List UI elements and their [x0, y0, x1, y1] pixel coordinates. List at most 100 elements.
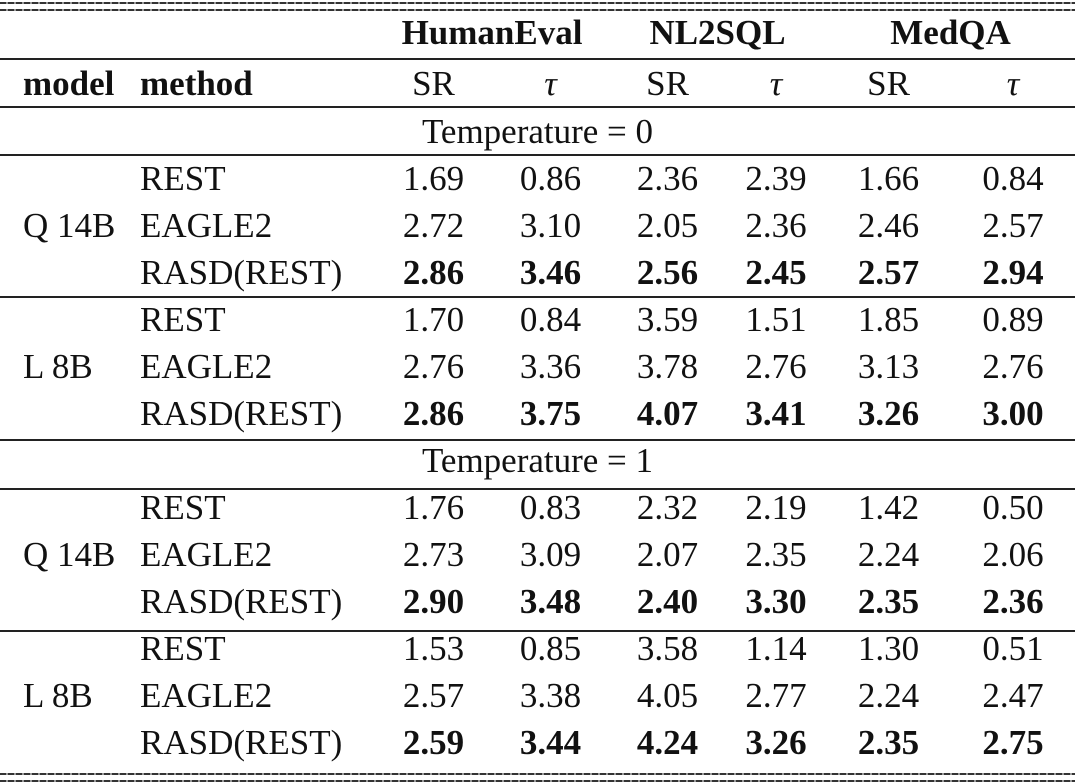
- cell-value: 2.72: [402, 206, 465, 245]
- group-rule-t0: [0, 296, 1075, 298]
- cell-value-best: 4.24: [636, 723, 699, 762]
- cell-value: 2.06: [982, 535, 1044, 574]
- model-name: L 8B: [23, 347, 93, 386]
- cell-value-best: 2.94: [982, 253, 1044, 292]
- results-table: HumanEval NL2SQL MedQA model method SR τ…: [0, 0, 1075, 766]
- cell-value-best: 3.30: [745, 582, 807, 621]
- dataset-header-nl2sql: NL2SQL: [649, 13, 786, 52]
- cell-value: 2.57: [982, 206, 1044, 245]
- cell-value-best: 2.40: [636, 582, 699, 621]
- cell-value: 1.53: [402, 629, 465, 668]
- method-column-header: method: [140, 64, 253, 103]
- cell-value: 1.66: [857, 159, 920, 198]
- method-name: EAGLE2: [140, 535, 273, 574]
- cell-value-best: 2.57: [857, 253, 920, 292]
- model-name: L 8B: [23, 676, 93, 715]
- dataset-header-medqa: MedQA: [890, 13, 1011, 52]
- cell-value: 0.50: [982, 488, 1044, 527]
- method-name: RASD(REST): [140, 723, 343, 762]
- cell-value-best: 3.00: [982, 394, 1044, 433]
- cell-value-best: 3.44: [519, 723, 582, 762]
- cell-value-best: 2.35: [857, 723, 920, 762]
- cell-value-best: 2.56: [636, 253, 699, 292]
- dataset-header-row: HumanEval NL2SQL MedQA: [0, 0, 1075, 60]
- table-row-best: RASD(REST) 2.59 3.44 4.24 3.26 2.35 2.75: [0, 719, 1075, 766]
- bottom-rule-2: [0, 780, 1075, 782]
- method-name: REST: [140, 488, 226, 527]
- method-name: REST: [140, 629, 226, 668]
- cell-value: 2.73: [402, 535, 465, 574]
- cell-value: 2.47: [982, 676, 1044, 715]
- method-name: RASD(REST): [140, 582, 343, 621]
- cell-value: 1.51: [745, 300, 807, 339]
- cell-value-best: 2.45: [745, 253, 807, 292]
- cell-value: 2.76: [982, 347, 1044, 386]
- cell-value: 1.85: [857, 300, 920, 339]
- table-row-best: RASD(REST) 2.86 3.46 2.56 2.45 2.57 2.94: [0, 249, 1075, 296]
- cell-value: 2.36: [636, 159, 699, 198]
- cell-value: 2.57: [402, 676, 465, 715]
- cell-value: 1.70: [402, 300, 465, 339]
- cell-value: 1.30: [857, 629, 920, 668]
- cell-value-best: 2.75: [982, 723, 1044, 762]
- cell-value: 2.76: [402, 347, 465, 386]
- table-row: L 8B REST 1.70 0.84 3.59 1.51 1.85 0.89: [0, 296, 1075, 386]
- cell-value: 2.35: [745, 535, 807, 574]
- cell-value: 3.58: [636, 629, 699, 668]
- metric-header-tau: τ: [544, 64, 557, 103]
- cell-value: 2.19: [745, 488, 807, 527]
- cell-value-best: 4.07: [636, 394, 699, 433]
- header-rule: [0, 58, 1075, 60]
- cell-value: 2.24: [857, 535, 920, 574]
- cell-value: 0.89: [982, 300, 1044, 339]
- table-row: EAGLE2 2.73 3.09 2.07 2.35 2.24 2.06: [0, 531, 1075, 578]
- table-row: EAGLE2 2.57 3.38 4.05 2.77 2.24 2.47: [0, 672, 1075, 719]
- cell-value: 2.77: [745, 676, 807, 715]
- metric-header-row: model method SR τ SR τ SR τ: [0, 60, 1075, 108]
- cell-value: 2.32: [636, 488, 699, 527]
- section-label: Temperature = 1: [421, 441, 654, 480]
- cell-value-best: 2.86: [402, 253, 465, 292]
- cell-value-best: 3.41: [745, 394, 807, 433]
- cell-value-best: 2.35: [857, 582, 920, 621]
- model-column-header: model: [23, 64, 115, 103]
- cell-value: 0.86: [519, 159, 582, 198]
- method-name: RASD(REST): [140, 394, 343, 433]
- cell-value: 2.05: [636, 206, 699, 245]
- metric-header-sr: SR: [646, 64, 689, 103]
- cell-value: 1.69: [402, 159, 465, 198]
- method-name: EAGLE2: [140, 347, 273, 386]
- subheader-rule: [0, 106, 1075, 108]
- cell-value: 3.10: [519, 206, 582, 245]
- cell-value: 3.59: [636, 300, 699, 339]
- table-row-best: RASD(REST) 2.90 3.48 2.40 3.30 2.35 2.36: [0, 578, 1075, 625]
- cell-value: 2.39: [745, 159, 807, 198]
- cell-value-best: 2.90: [402, 582, 465, 621]
- cell-value: 2.36: [745, 206, 807, 245]
- cell-value: 3.13: [857, 347, 920, 386]
- cell-value-best: 3.48: [519, 582, 582, 621]
- cell-value-best: 3.75: [519, 394, 582, 433]
- method-name: RASD(REST): [140, 253, 343, 292]
- cell-value-best: 3.26: [857, 394, 920, 433]
- top-rule-2: [0, 9, 1075, 11]
- cell-value: 3.38: [519, 676, 582, 715]
- cell-value-best: 3.26: [745, 723, 807, 762]
- cell-value: 3.36: [519, 347, 582, 386]
- bottom-rule-1: [0, 773, 1075, 775]
- cell-value: 3.78: [636, 347, 699, 386]
- cell-value-best: 2.36: [982, 582, 1044, 621]
- top-rule-1: [0, 2, 1075, 4]
- cell-value: 2.76: [745, 347, 807, 386]
- cell-value: 3.09: [519, 535, 582, 574]
- section-label-row: Temperature = 1: [0, 437, 1075, 484]
- method-name: REST: [140, 159, 226, 198]
- cell-value: 0.51: [982, 629, 1044, 668]
- section-rule-t1: [0, 488, 1075, 490]
- section-label: Temperature = 0: [421, 112, 654, 151]
- cell-value: 2.07: [636, 535, 699, 574]
- model-name: Q 14B: [23, 206, 116, 245]
- table-row: EAGLE2 2.72 3.10 2.05 2.36 2.46 2.57: [0, 202, 1075, 249]
- method-name: EAGLE2: [140, 206, 273, 245]
- cell-value-best: 2.59: [402, 723, 465, 762]
